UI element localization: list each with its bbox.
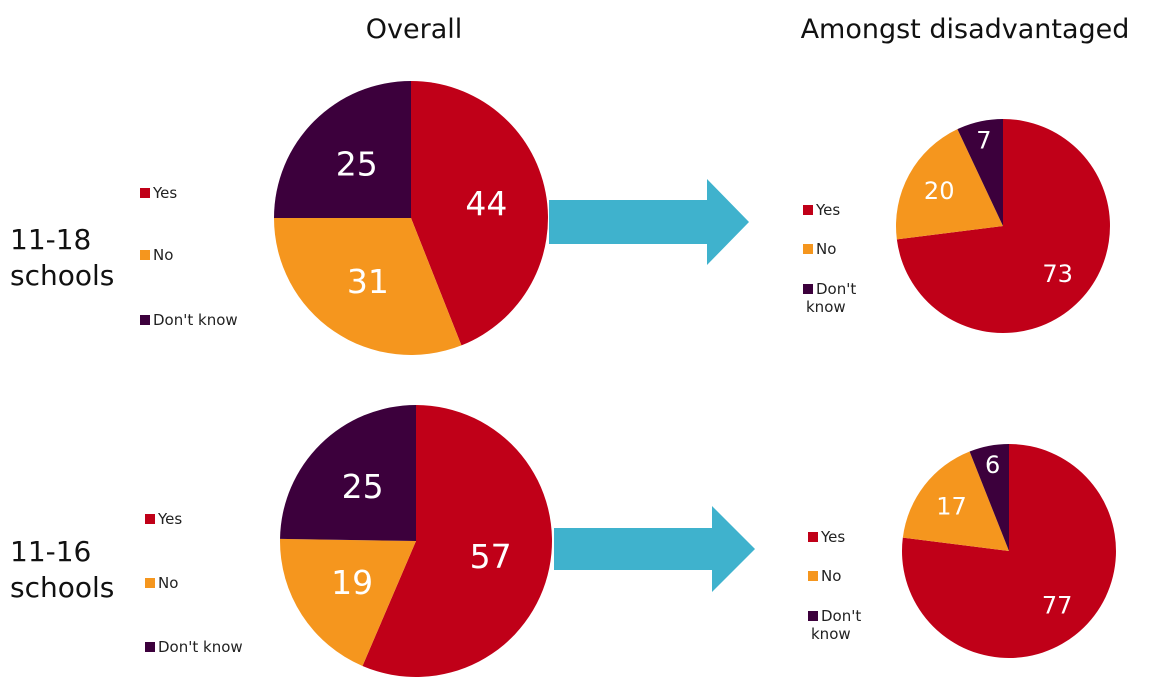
legend-label-no: No: [816, 240, 837, 258]
pie-11-18-overall: 44 31 25: [274, 81, 548, 355]
legend-swatch-yes: [140, 188, 150, 198]
pie-slice-yes: [901, 444, 1116, 658]
legend-item-no: No: [145, 574, 178, 592]
legend-label-yes: Yes: [816, 201, 841, 219]
legend-label-dont-know: Don't know: [806, 280, 857, 316]
row-label-11-18: 11-18 schools: [10, 222, 114, 294]
pie-11-16-overall: 57 19 25: [280, 404, 553, 677]
pie-data-label-no: 31: [347, 262, 389, 301]
legend-item-dont-know: Don't know: [803, 280, 856, 316]
legend-label-dont-line2: know: [806, 298, 846, 316]
pie-data-label-yes: 77: [1042, 592, 1073, 620]
pie-slice-no: [895, 129, 1003, 240]
legend-label-yes: Yes: [153, 184, 178, 202]
legend-swatch-dont-know: [145, 642, 155, 652]
legend-label-dont-line1: Don't: [816, 280, 857, 298]
pie-slice-dont-know: [280, 405, 416, 541]
legend-item-dont-know: Don't know: [808, 607, 861, 643]
legend-label-no: No: [158, 574, 179, 592]
pie-data-label-no: 20: [924, 177, 955, 205]
legend-swatch-yes: [145, 514, 155, 524]
arrow-11-16: [554, 506, 755, 592]
pie-slice-no: [902, 451, 1009, 551]
row-label-11-16-line1: 11-16: [10, 535, 92, 568]
pie-data-label-yes: 73: [1042, 260, 1073, 288]
pie-data-label-dont-know: 7: [976, 126, 991, 154]
pie-11-16-disadvantaged: 77 17 6: [901, 444, 1116, 658]
row-label-11-16: 11-16 schools: [10, 534, 114, 606]
pie-data-label-dont-know: 6: [985, 451, 1000, 479]
pie-data-label-no: 17: [936, 492, 967, 520]
legend-swatch-no: [145, 578, 155, 588]
row-label-11-18-line2: schools: [10, 259, 115, 292]
legend-swatch-no: [803, 244, 813, 254]
pie-data-label-dont-know: 25: [336, 144, 378, 183]
legend-item-yes: Yes: [140, 184, 177, 202]
legend-swatch-yes: [808, 532, 818, 542]
pie-slice-yes: [362, 404, 553, 677]
pie-slice-dont-know: [274, 81, 411, 218]
pie-data-label-no: 19: [331, 563, 373, 602]
legend-label-yes: Yes: [158, 510, 183, 528]
legend-swatch-no: [140, 250, 150, 260]
legend-swatch-dont-know: [803, 284, 813, 294]
legend-item-no: No: [140, 246, 173, 264]
legend-swatch-no: [808, 571, 818, 581]
legend-item-dont-know: Don't know: [140, 311, 238, 329]
legend-label-no: No: [153, 246, 174, 264]
legend-swatch-dont-know: [140, 315, 150, 325]
legend-item-no: No: [803, 240, 836, 258]
legend-label-yes: Yes: [821, 528, 846, 546]
column-title-overall: Overall: [365, 14, 463, 45]
legend-item-yes: Yes: [145, 510, 182, 528]
legend-label-dont-know: Don't know: [158, 638, 243, 656]
legend-item-yes: Yes: [808, 528, 845, 546]
arrow-11-18: [549, 179, 749, 265]
pie-data-label-yes: 57: [470, 537, 512, 576]
pie-data-label-dont-know: 25: [342, 467, 384, 506]
column-title-disadvantaged: Amongst disadvantaged: [800, 14, 1130, 45]
pie-slice-dont-know: [969, 444, 1009, 551]
pie-data-label-yes: 44: [465, 184, 507, 223]
legend-item-dont-know: Don't know: [145, 638, 243, 656]
pie-slice-yes: [411, 81, 548, 346]
pie-slice-yes: [896, 119, 1110, 333]
legend-label-dont-line1: Don't: [821, 607, 862, 625]
legend-label-no: No: [821, 567, 842, 585]
pie-slice-dont-know: [957, 119, 1003, 226]
legend-label-dont-line2: know: [811, 625, 851, 643]
legend-label-dont-know: Don't know: [811, 607, 862, 643]
legend-swatch-dont-know: [808, 611, 818, 621]
legend-item-no: No: [808, 567, 841, 585]
row-label-11-16-line2: schools: [10, 571, 115, 604]
pie-11-18-disadvantaged: 73 20 7: [895, 119, 1110, 333]
legend-label-dont-know: Don't know: [153, 311, 238, 329]
pie-slice-no: [274, 218, 462, 355]
pie-slice-no: [280, 538, 416, 667]
row-label-11-18-line1: 11-18: [10, 223, 92, 256]
legend-item-yes: Yes: [803, 201, 840, 219]
legend-swatch-yes: [803, 205, 813, 215]
